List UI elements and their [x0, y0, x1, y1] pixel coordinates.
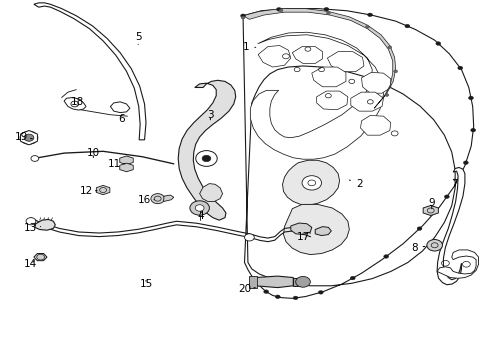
Polygon shape — [360, 116, 390, 135]
Circle shape — [244, 234, 254, 241]
Circle shape — [426, 239, 442, 251]
Circle shape — [416, 227, 421, 230]
Text: 13: 13 — [24, 224, 41, 233]
Circle shape — [435, 42, 440, 45]
Circle shape — [195, 150, 217, 166]
Polygon shape — [243, 9, 473, 298]
Text: 2: 2 — [348, 179, 362, 189]
Polygon shape — [255, 276, 293, 288]
Text: 15: 15 — [139, 279, 152, 289]
Polygon shape — [243, 9, 395, 108]
Text: 4: 4 — [197, 211, 203, 221]
Polygon shape — [120, 163, 133, 172]
Circle shape — [463, 161, 468, 165]
Polygon shape — [178, 80, 235, 220]
Polygon shape — [436, 167, 464, 285]
Circle shape — [444, 195, 448, 198]
Polygon shape — [163, 195, 173, 202]
Circle shape — [195, 205, 203, 211]
Circle shape — [263, 290, 268, 293]
Text: 7: 7 — [450, 179, 457, 189]
Circle shape — [26, 218, 36, 225]
Polygon shape — [96, 185, 110, 195]
Text: 20: 20 — [238, 284, 255, 294]
Text: 14: 14 — [24, 259, 38, 269]
Polygon shape — [20, 131, 38, 145]
Circle shape — [393, 70, 397, 73]
Circle shape — [365, 26, 368, 28]
Circle shape — [292, 296, 297, 300]
Circle shape — [470, 129, 475, 132]
Circle shape — [276, 8, 281, 11]
Circle shape — [279, 9, 283, 12]
Circle shape — [384, 94, 388, 96]
Circle shape — [24, 134, 34, 141]
Polygon shape — [250, 32, 383, 159]
Text: 9: 9 — [427, 198, 434, 209]
Circle shape — [302, 176, 321, 190]
Polygon shape — [315, 226, 330, 235]
Polygon shape — [350, 92, 383, 111]
Polygon shape — [34, 3, 146, 140]
Polygon shape — [35, 220, 55, 230]
Polygon shape — [34, 253, 47, 261]
Text: 5: 5 — [135, 32, 141, 44]
Polygon shape — [110, 102, 130, 113]
Text: 19: 19 — [15, 132, 32, 142]
Polygon shape — [290, 223, 311, 234]
Circle shape — [20, 131, 38, 144]
Polygon shape — [64, 98, 86, 110]
Text: 18: 18 — [70, 97, 84, 107]
Text: 17: 17 — [296, 232, 309, 242]
Circle shape — [367, 13, 372, 17]
Circle shape — [240, 14, 245, 18]
Text: 6: 6 — [118, 114, 124, 124]
Polygon shape — [199, 184, 222, 202]
Circle shape — [468, 96, 472, 100]
Polygon shape — [292, 46, 322, 63]
Circle shape — [318, 291, 323, 294]
Circle shape — [383, 255, 388, 258]
Polygon shape — [282, 160, 339, 205]
Text: 1: 1 — [242, 42, 255, 52]
Text: 8: 8 — [410, 243, 424, 253]
Circle shape — [202, 155, 210, 162]
Circle shape — [31, 156, 39, 161]
Circle shape — [404, 24, 409, 28]
Circle shape — [349, 276, 354, 280]
Circle shape — [457, 66, 462, 70]
Circle shape — [387, 46, 391, 49]
Polygon shape — [361, 72, 390, 93]
Polygon shape — [311, 67, 345, 87]
Text: 12: 12 — [79, 186, 97, 196]
Polygon shape — [293, 278, 302, 286]
Polygon shape — [120, 156, 133, 165]
Polygon shape — [249, 276, 256, 288]
Polygon shape — [316, 91, 347, 110]
Text: 10: 10 — [86, 148, 100, 158]
Circle shape — [241, 16, 244, 19]
Circle shape — [295, 276, 310, 287]
Circle shape — [151, 194, 164, 204]
Circle shape — [326, 12, 330, 15]
Circle shape — [189, 201, 209, 215]
Circle shape — [324, 8, 328, 11]
Circle shape — [275, 295, 280, 298]
Text: 16: 16 — [138, 195, 154, 205]
Polygon shape — [422, 206, 437, 216]
Polygon shape — [258, 45, 290, 67]
Text: 11: 11 — [107, 159, 125, 169]
Polygon shape — [327, 51, 363, 72]
Polygon shape — [436, 250, 478, 278]
Text: 3: 3 — [206, 111, 213, 121]
Polygon shape — [283, 204, 348, 255]
